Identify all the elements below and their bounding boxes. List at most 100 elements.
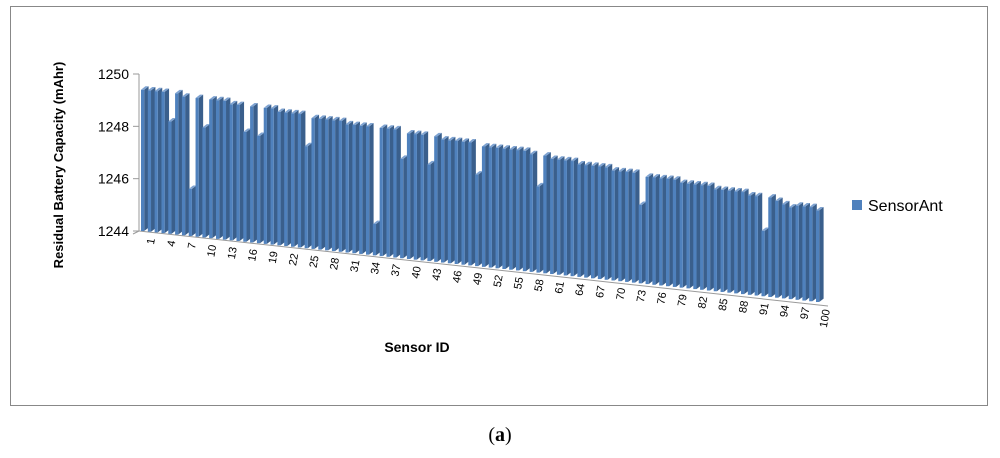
bar [229,100,238,241]
y-tick-label: 1246 [98,171,129,187]
bar [706,182,715,291]
x-tick-label: 94 [778,304,792,318]
x-tick-label: 13 [226,246,240,260]
x-tick-label: 61 [553,280,567,294]
bar [788,204,797,300]
x-tick-label: 7 [186,242,199,250]
bar [522,147,531,272]
x-tick-label: 85 [717,298,731,312]
bar [447,136,456,264]
legend: SensorAnt [852,198,943,215]
legend-swatch [852,200,862,210]
bar [481,143,490,267]
bar [311,114,320,249]
bar [713,185,722,292]
bar [631,169,640,283]
x-tick-label: 73 [635,289,649,303]
x-tick-label: 76 [655,291,669,305]
bar [236,101,245,242]
bar [550,155,558,275]
x-tick-label: 31 [349,259,363,273]
x-tick-label: 91 [758,302,772,316]
bar [318,115,326,250]
x-tick-label: 97 [799,306,813,320]
bar [400,155,408,259]
x-tick-label: 67 [594,285,608,299]
bar [516,146,524,271]
x-tick-label: 19 [267,250,281,264]
bar [700,181,708,290]
bar [795,202,804,300]
bar [659,174,667,286]
bar [468,139,476,266]
bar [816,207,824,302]
x-tick-label: 4 [166,240,179,248]
bar [488,143,497,268]
y-tick-label: 1244 [98,223,129,239]
bar [270,105,279,245]
bar [284,109,292,247]
bar [325,116,333,251]
bar-chart: 1244 1246 1248 1250 1 4 7 10 13 16 19 22 25 28 31 34 37… [51,62,943,355]
bar [597,163,606,280]
bar [747,191,756,295]
bar [256,132,265,244]
bar [604,163,613,280]
y-tick-label: 1250 [98,66,129,82]
bar [461,138,470,265]
bar [216,96,224,239]
x-tick-label: 100 [818,308,833,328]
bar [141,86,149,231]
bar [297,110,306,248]
caption-label: a [495,424,505,446]
bar [161,88,170,234]
bar [195,94,204,237]
x-tick-label: 22 [287,252,301,266]
bar [809,203,817,302]
bar [495,144,504,269]
bar [781,200,790,299]
x-tick-label: 82 [696,296,710,310]
bar [679,179,688,288]
bar [475,171,483,267]
bar [420,131,429,261]
x-tick-label: 88 [737,300,751,314]
bar [379,124,388,257]
y-axis-ticks: 1244 1246 1248 1250 [98,66,139,239]
bar [775,197,783,298]
x-tick-label: 58 [533,278,547,292]
x-tick-label: 46 [451,270,465,284]
bar [168,117,176,234]
bar [666,175,674,287]
x-tick-label: 16 [246,248,260,262]
bar [181,93,190,236]
bar [625,168,633,282]
bar [250,103,258,243]
bar-series [141,86,824,302]
bar [154,87,163,233]
bar [277,108,285,246]
bar [543,152,551,274]
bar [434,132,442,262]
bar [529,150,538,272]
bar [372,220,381,256]
bar [188,185,197,237]
bar [754,192,763,296]
bar [638,201,647,284]
bar [386,125,395,257]
x-axis-ticks: 1 4 7 10 13 16 19 22 25 28 31 34 37 40 43 46 49 52 55 58 61 6… [145,237,833,328]
bar [263,104,272,244]
y-axis-title: Residual Battery Capacity (mAhr) [51,62,66,269]
bar [761,227,770,297]
bar [454,137,463,264]
x-tick-label: 52 [492,274,506,288]
bar [686,180,695,289]
bar [243,128,251,242]
bar [352,121,360,254]
bar [441,136,449,263]
bar [611,167,620,281]
x-tick-label: 79 [676,293,690,307]
bar [591,162,599,279]
bar [652,174,660,285]
bar [768,194,776,297]
